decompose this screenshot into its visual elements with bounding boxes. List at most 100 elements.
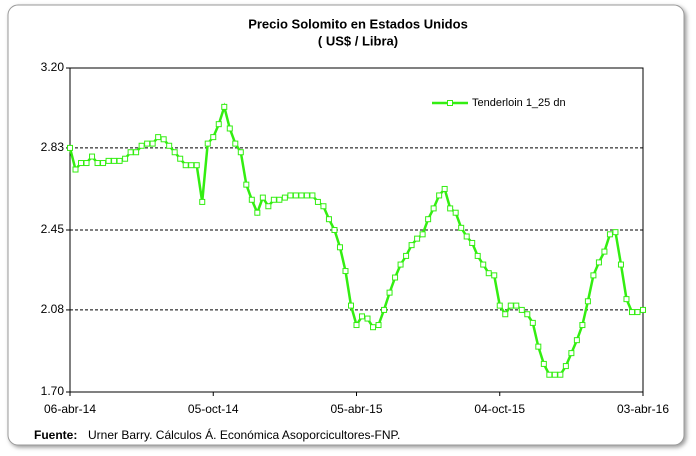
point-marker xyxy=(188,162,195,169)
point-marker xyxy=(606,231,613,238)
x-tick-label: 05-oct-14 xyxy=(188,402,239,416)
point-marker xyxy=(441,185,448,192)
point-marker xyxy=(540,360,547,367)
point-marker xyxy=(210,134,217,141)
point-marker xyxy=(270,196,277,203)
point-marker xyxy=(94,160,101,167)
point-marker xyxy=(276,196,283,203)
point-marker xyxy=(127,149,134,156)
point-marker xyxy=(397,261,404,268)
point-marker xyxy=(78,160,85,167)
point-marker xyxy=(568,350,575,357)
point-marker xyxy=(232,140,239,147)
point-marker xyxy=(579,322,586,329)
point-marker xyxy=(83,160,90,167)
point-marker xyxy=(463,233,470,240)
point-marker xyxy=(502,311,509,318)
point-marker xyxy=(314,198,321,205)
x-tick-label: 03-abr-16 xyxy=(617,402,669,416)
point-marker xyxy=(403,252,410,259)
point-marker xyxy=(336,244,343,251)
point-marker xyxy=(281,194,288,201)
point-marker xyxy=(347,302,354,309)
point-marker xyxy=(155,134,162,141)
source-label: Fuente: xyxy=(34,428,77,442)
point-marker xyxy=(254,209,261,216)
point-marker xyxy=(177,155,184,162)
point-marker xyxy=(138,142,145,149)
point-marker xyxy=(375,322,382,329)
point-marker xyxy=(160,136,167,143)
point-marker xyxy=(601,248,608,255)
point-marker xyxy=(634,309,641,316)
point-marker xyxy=(303,192,310,199)
point-marker xyxy=(325,216,332,223)
point-marker xyxy=(292,192,299,199)
y-tick-label: 2.08 xyxy=(41,302,65,316)
point-marker xyxy=(331,227,338,233)
point-marker xyxy=(166,142,173,149)
point-marker xyxy=(243,181,250,188)
point-marker xyxy=(529,319,536,326)
point-marker xyxy=(105,157,112,164)
point-marker xyxy=(474,252,481,259)
point-marker xyxy=(491,272,498,279)
point-marker xyxy=(425,216,432,223)
point-marker xyxy=(524,311,531,318)
y-tick-label: 2.45 xyxy=(41,222,65,236)
point-marker xyxy=(507,302,514,309)
legend-marker xyxy=(447,100,453,106)
point-marker xyxy=(370,324,377,331)
point-marker xyxy=(518,306,525,313)
y-tick-label: 3.20 xyxy=(41,60,65,74)
point-marker xyxy=(392,274,399,281)
point-marker xyxy=(259,194,266,201)
point-marker xyxy=(546,371,553,378)
point-marker xyxy=(149,140,156,147)
point-marker xyxy=(364,315,371,322)
x-tick-label: 05-abr-15 xyxy=(330,402,382,416)
point-marker xyxy=(414,235,421,242)
point-marker xyxy=(436,192,443,199)
point-marker xyxy=(640,306,646,313)
point-marker xyxy=(320,203,327,210)
point-marker xyxy=(171,149,178,156)
point-marker xyxy=(408,242,415,249)
point-marker xyxy=(144,140,151,147)
point-marker xyxy=(623,296,630,303)
point-marker xyxy=(612,229,619,236)
legend-label: Tenderloin 1_25 dn xyxy=(472,97,566,109)
point-marker xyxy=(458,224,465,231)
point-marker xyxy=(557,371,564,378)
point-marker xyxy=(204,140,211,147)
point-marker xyxy=(562,363,569,370)
source-text: Urner Barry. Cálculos Á. Económica Asopo… xyxy=(88,427,400,442)
point-marker xyxy=(122,155,129,162)
point-marker xyxy=(359,313,366,320)
point-marker xyxy=(628,309,635,316)
point-marker xyxy=(342,268,349,275)
point-marker xyxy=(215,121,222,128)
point-marker xyxy=(386,289,393,296)
point-marker xyxy=(480,261,487,268)
x-tick-label: 04-oct-15 xyxy=(474,402,525,416)
point-marker xyxy=(100,160,107,167)
point-marker xyxy=(298,192,305,199)
point-marker xyxy=(111,157,118,164)
point-marker xyxy=(485,270,492,277)
point-marker xyxy=(535,343,542,350)
point-marker xyxy=(430,205,437,212)
point-marker xyxy=(89,153,96,160)
point-marker xyxy=(353,322,360,329)
point-marker xyxy=(226,125,233,132)
point-marker xyxy=(287,192,294,199)
point-marker xyxy=(595,259,602,266)
point-marker xyxy=(452,209,459,216)
point-marker xyxy=(447,205,454,212)
point-marker xyxy=(67,144,73,151)
point-marker xyxy=(199,198,206,205)
point-marker xyxy=(248,196,255,203)
point-marker xyxy=(116,157,123,164)
point-marker xyxy=(193,162,200,169)
